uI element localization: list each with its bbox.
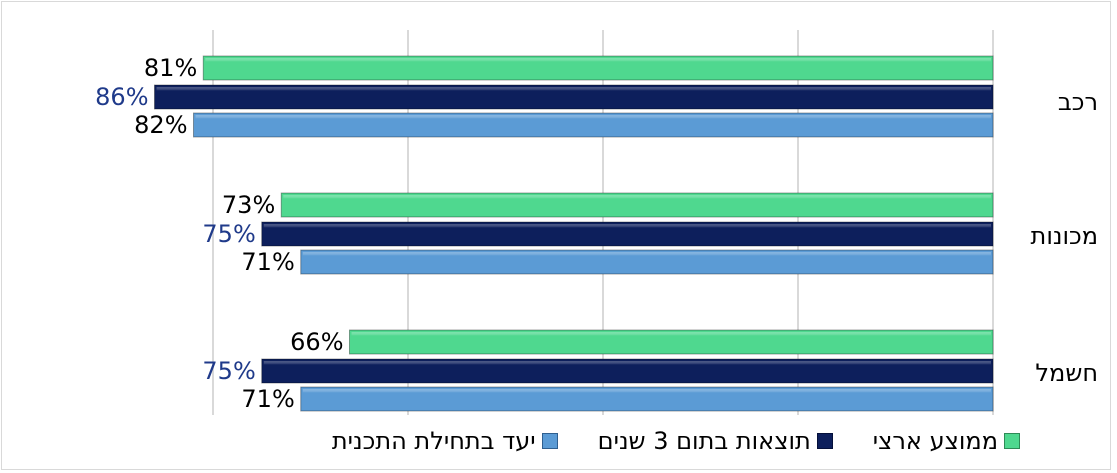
chart-legend: ממוצע ארצי תוצאות בתום 3 שנים יעד בתחילת… [160,424,1020,458]
bar-shine-2-2 [302,389,991,400]
data-label-1-0: 73% [222,191,275,219]
data-label-2-0: 66% [290,328,343,356]
data-label-1-2: 71% [241,248,294,276]
legend-label-program-target: יעד בתחילת התכנית [331,427,536,455]
data-label-2-2: 71% [241,385,294,413]
bar-shine-1-1 [263,224,991,235]
category-label-1: מכונות [1031,222,1098,250]
bar-shine-0-1 [156,87,991,98]
category-label-2: חשמל [1035,359,1098,387]
bar-shine-2-0 [351,332,991,343]
data-label-0-2: 82% [134,111,187,139]
data-label-2-1: 75% [202,357,255,385]
bar-shine-1-2 [302,252,991,263]
data-label-0-0: 81% [144,54,197,82]
data-label-1-1: 75% [202,220,255,248]
legend-item-national-average: ממוצע ארצי [873,427,1020,455]
category-label-0: רכב [1058,88,1098,116]
legend-swatch-program-target [541,433,558,449]
legend-label-national-average: ממוצע ארצי [872,427,998,455]
legend-swatch-results-3-years [816,433,833,449]
bar-shine-0-2 [195,115,991,126]
data-label-0-1: 86% [95,83,148,111]
bar-shine-1-0 [283,195,991,206]
legend-item-results-3-years: תוצאות בתום 3 שנים [598,427,833,455]
bar-shine-0-0 [205,58,991,69]
bar-shine-2-1 [263,361,991,372]
legend-label-results-3-years: תוצאות בתום 3 שנים [597,427,811,455]
legend-swatch-national-average [1004,433,1020,449]
legend-item-program-target: יעד בתחילת התכנית [332,427,558,455]
